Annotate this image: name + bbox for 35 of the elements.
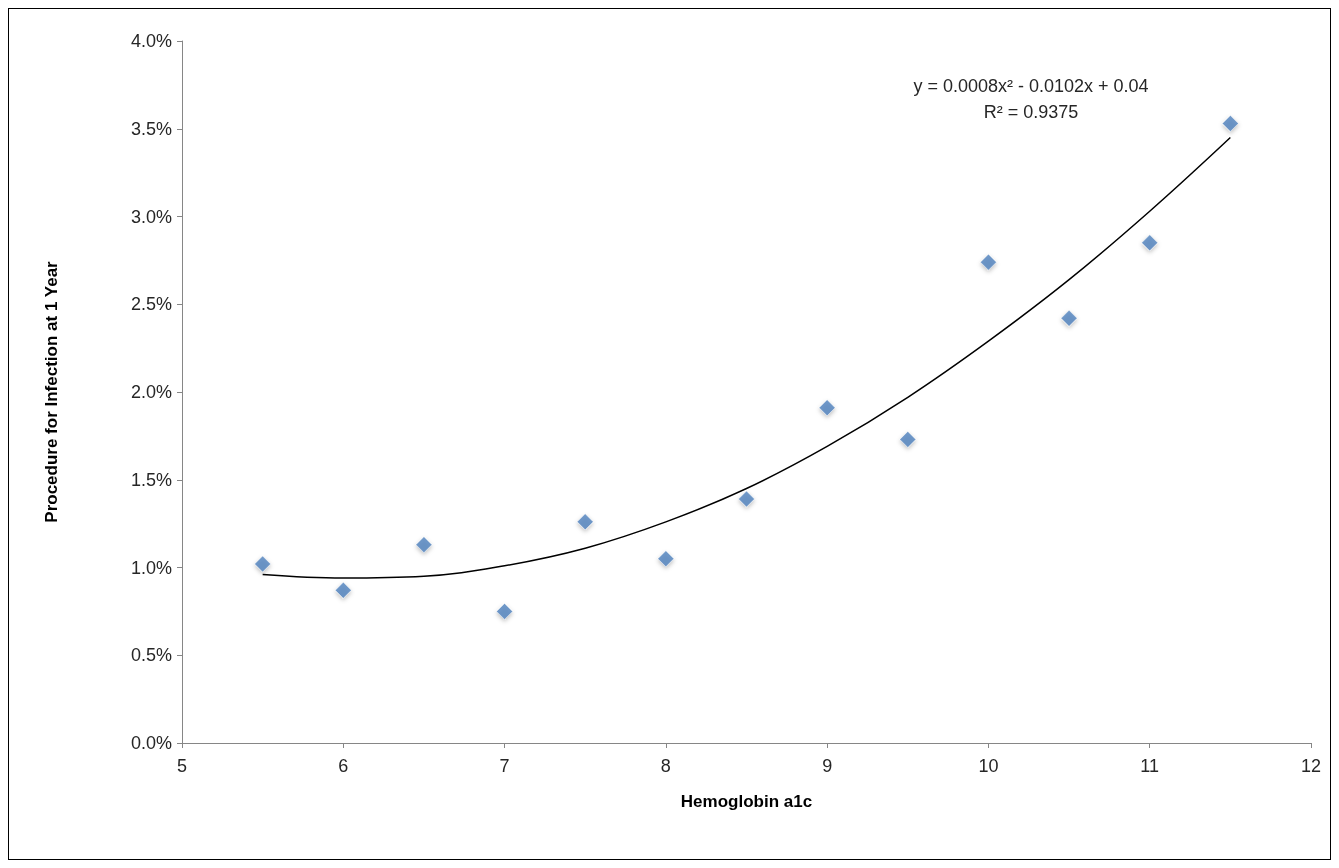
line-series: [261, 136, 1232, 579]
point: [1222, 115, 1239, 132]
point: [1141, 234, 1158, 252]
x-tick-label: 5: [176, 756, 188, 776]
y-tick-label: 4.0%: [130, 31, 172, 51]
x-tick-label: 6: [338, 756, 349, 776]
point: [980, 253, 997, 271]
x-tick-label: 11: [1140, 756, 1160, 776]
y-tick-label: 3.5%: [130, 118, 172, 139]
y-tick-label: 0.0%: [130, 733, 172, 753]
point: [657, 550, 675, 567]
y-axis-title: Procedure for Infection at 1 Year: [42, 260, 61, 523]
y-tick-label: 1.5%: [130, 469, 172, 490]
point: [496, 603, 513, 620]
x-tick-label: 8: [660, 756, 671, 776]
x-tick-label: 7: [499, 756, 510, 776]
annotation: R² = 0.9375: [983, 102, 1079, 122]
point: [335, 582, 352, 599]
y-tick-label: 1.0%: [130, 557, 172, 578]
point: [818, 399, 836, 417]
point: [1060, 310, 1078, 327]
point: [738, 490, 755, 508]
point: [576, 513, 594, 531]
annotation: y = 0.0008x² - 0.0102x + 0.04: [913, 76, 1149, 96]
point: [254, 555, 271, 573]
x-tick-label: 12: [1300, 756, 1322, 776]
x-axis-title: Hemoglobin a1c: [680, 792, 813, 811]
x-tick-label: 9: [822, 756, 833, 776]
y-tick-label: 2.5%: [130, 294, 172, 315]
x-tick-label: 10: [978, 756, 999, 776]
point: [415, 536, 433, 553]
point: [899, 431, 917, 448]
y-tick-label: 3.0%: [130, 206, 172, 227]
y-tick-label: 2.0%: [130, 382, 172, 402]
y-tick-label: 0.5%: [130, 645, 172, 666]
